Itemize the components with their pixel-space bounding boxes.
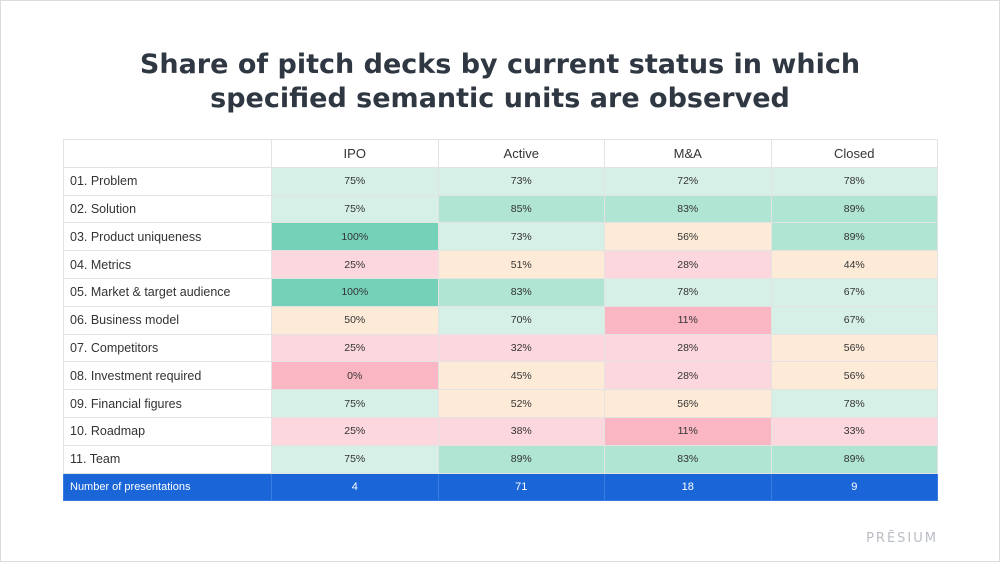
heatmap-cell: 78% (604, 277, 772, 307)
heatmap-cell: 85% (437, 194, 605, 224)
row-label: 01. Problem (63, 166, 272, 196)
chart-title-line-1: Share of pitch decks by current status i… (139, 49, 861, 80)
heatmap-cell: 75% (271, 389, 439, 418)
heatmap-table: IPO Active M&A Closed 01. Problem 75% 73% 7… (63, 139, 938, 502)
row-label: 11. Team (63, 444, 272, 474)
heatmap-cell: 75% (271, 444, 439, 474)
heatmap-cell: 11% (604, 305, 772, 335)
heatmap-cell: 89% (437, 444, 605, 474)
heatmap-cell: 56% (770, 333, 938, 363)
chart-title-line-2: specified semantic units are observed (210, 83, 790, 114)
table-row: 01. Problem 75% 73% 72% 78% (63, 166, 938, 196)
footer-label: Number of presentations (63, 472, 272, 502)
heatmap-cell: 70% (437, 305, 605, 335)
heatmap-cell: 73% (437, 222, 605, 252)
heatmap-cell: 56% (770, 361, 938, 391)
table-row: 03. Product uniqueness 100% 73% 56% 89% (63, 222, 938, 252)
heatmap-cell: 72% (604, 166, 772, 196)
table-row: 04. Metrics 25% 51% 28% 44% (63, 250, 938, 279)
heatmap-cell: 25% (271, 416, 439, 446)
column-header-active: Active (437, 139, 605, 168)
table-row: 07. Competitors 25% 32% 28% 56% (63, 333, 938, 363)
heatmap-cell: 67% (770, 305, 938, 335)
heatmap-cell: 33% (770, 416, 938, 446)
footer-value: 71 (437, 472, 605, 502)
heatmap-cell: 100% (271, 277, 439, 307)
heatmap-cell: 28% (604, 333, 772, 363)
footer-row: Number of presentations 4 71 18 9 (63, 472, 938, 502)
heatmap-cell: 32% (437, 333, 605, 363)
row-label: 07. Competitors (63, 333, 272, 363)
row-label: 05. Market & target audience (63, 277, 272, 307)
table-row: 06. Business model 50% 70% 11% 67% (63, 305, 938, 335)
heatmap-cell: 45% (437, 361, 605, 391)
table-row: 02. Solution 75% 85% 83% 89% (63, 194, 938, 224)
table-row: 09. Financial figures 75% 52% 56% 78% (63, 389, 938, 418)
heatmap-cell: 83% (604, 194, 772, 224)
heatmap-cell: 89% (770, 444, 938, 474)
heatmap-cell: 28% (604, 250, 772, 279)
row-label: 06. Business model (63, 305, 272, 335)
heatmap-cell: 78% (770, 166, 938, 196)
heatmap-cell: 75% (271, 194, 439, 224)
heatmap-cell: 56% (604, 222, 772, 252)
row-label: 10. Roadmap (63, 416, 272, 446)
heatmap-cell: 100% (271, 222, 439, 252)
header-row: IPO Active M&A Closed (63, 139, 938, 168)
column-header-ipo: IPO (271, 139, 439, 168)
heatmap-cell: 73% (437, 166, 605, 196)
row-label: 04. Metrics (63, 250, 272, 279)
table-row: 08. Investment required 0% 45% 28% 56% (63, 361, 938, 391)
heatmap-cell: 50% (271, 305, 439, 335)
heatmap-cell: 11% (604, 416, 772, 446)
row-label: 09. Financial figures (63, 389, 272, 418)
chart-title: Share of pitch decks by current status i… (0, 48, 1000, 116)
footer-value: 4 (271, 472, 439, 502)
heatmap-cell: 25% (271, 250, 439, 279)
heatmap-cell: 75% (271, 166, 439, 196)
heatmap-cell: 52% (437, 389, 605, 418)
brand-logo: PRĒSIUM (866, 531, 938, 546)
heatmap-cell: 44% (770, 250, 938, 279)
heatmap-cell: 25% (271, 333, 439, 363)
heatmap-cell: 51% (437, 250, 605, 279)
footer-value: 18 (604, 472, 772, 502)
heatmap-body: 01. Problem 75% 73% 72% 78% 02. Solution 75% 85… (63, 166, 938, 474)
heatmap-cell: 56% (604, 389, 772, 418)
row-label: 08. Investment required (63, 361, 272, 391)
heatmap-cell: 89% (770, 194, 938, 224)
column-header-ma: M&A (604, 139, 772, 168)
header-corner (63, 139, 272, 168)
row-label: 03. Product uniqueness (63, 222, 272, 252)
heatmap-cell: 28% (604, 361, 772, 391)
heatmap-cell: 78% (770, 389, 938, 418)
heatmap-cell: 83% (437, 277, 605, 307)
heatmap-cell: 89% (770, 222, 938, 252)
heatmap-cell: 67% (770, 277, 938, 307)
table-row: 11. Team 75% 89% 83% 89% (63, 444, 938, 474)
heatmap-cell: 38% (437, 416, 605, 446)
row-label: 02. Solution (63, 194, 272, 224)
table-row: 10. Roadmap 25% 38% 11% 33% (63, 416, 938, 446)
column-header-closed: Closed (770, 139, 938, 168)
table-row: 05. Market & target audience 100% 83% 78% 67… (63, 277, 938, 307)
footer-value: 9 (770, 472, 938, 502)
heatmap-cell: 83% (604, 444, 772, 474)
heatmap-cell: 0% (271, 361, 439, 391)
